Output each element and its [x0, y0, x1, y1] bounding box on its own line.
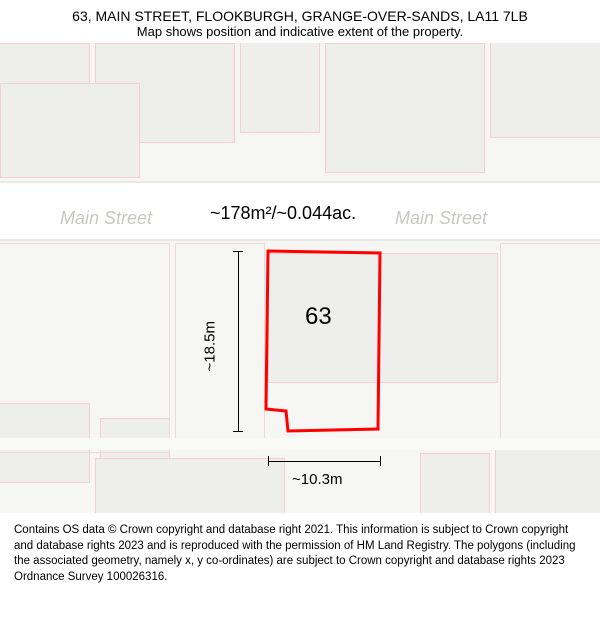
dim-line-vertical [238, 251, 239, 431]
road-edge-bottom [0, 239, 600, 241]
building-block [490, 43, 600, 138]
dim-tick-top [233, 251, 243, 252]
header: 63, MAIN STREET, FLOOKBURGH, GRANGE-OVER… [0, 0, 600, 43]
parcel-outline [500, 243, 600, 443]
dim-tick-right [380, 456, 381, 466]
dim-tick-bottom [233, 431, 243, 432]
street-label-right: Main Street [395, 208, 487, 229]
height-dimension-label: ~18.5m [202, 312, 219, 372]
parcel-outline [0, 243, 170, 453]
road-edge-top [0, 181, 600, 183]
copyright-text: Contains OS data © Crown copyright and d… [14, 524, 575, 583]
building-block [0, 83, 140, 178]
footer: Contains OS data © Crown copyright and d… [0, 513, 600, 595]
parcel-outline [175, 243, 265, 443]
property-number-label: 63 [305, 303, 332, 331]
map-area: Main Street Main Street ~178m²/~0.044ac.… [0, 43, 600, 513]
dim-line-horizontal [268, 461, 380, 462]
subtitle: Map shows position and indicative extent… [20, 24, 580, 39]
bottom-road [0, 438, 600, 450]
building-block [95, 458, 285, 513]
street-label-left: Main Street [60, 208, 152, 229]
building-block [420, 453, 490, 513]
building-block [325, 43, 485, 173]
building-block [268, 253, 498, 383]
address-title: 63, MAIN STREET, FLOOKBURGH, GRANGE-OVER… [20, 8, 580, 24]
building-block [240, 43, 320, 133]
dim-tick-left [268, 456, 269, 466]
building-block [495, 443, 600, 513]
width-dimension-label: ~10.3m [292, 471, 342, 488]
area-label: ~178m²/~0.044ac. [210, 203, 356, 224]
